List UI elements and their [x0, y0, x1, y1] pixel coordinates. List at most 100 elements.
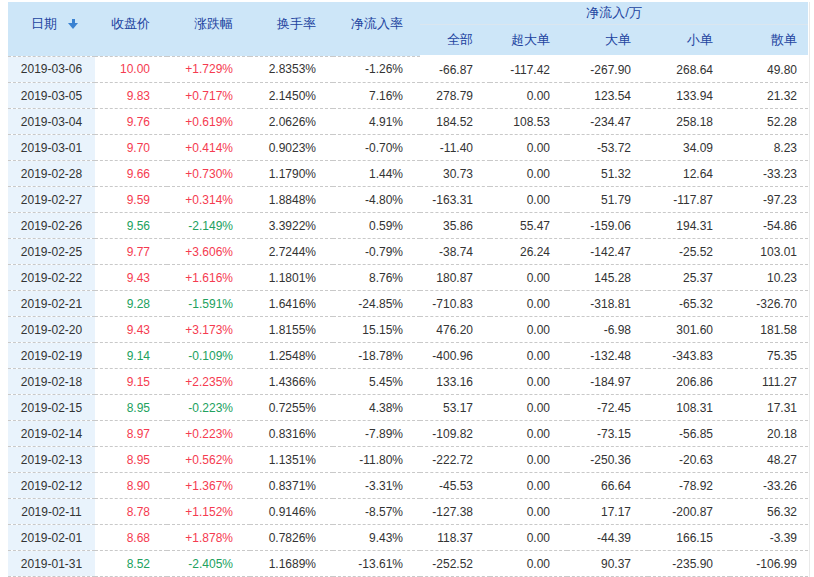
inflow-small-cell: 34.09 — [648, 135, 730, 161]
inflow-small-cell: -65.32 — [648, 291, 730, 317]
close-price-cell: 9.14 — [95, 343, 167, 369]
inflow-large-cell: -234.47 — [567, 109, 648, 135]
inflow-scatter-cell: 8.23 — [730, 135, 808, 161]
column-header-inflow-all: 全部 — [420, 25, 490, 57]
inflow-small-cell: -343.83 — [648, 343, 730, 369]
turnover-cell: 1.8155% — [250, 317, 333, 343]
table-row: 2019-02-28 9.66 +0.730% 1.1790% 1.44% 30… — [8, 161, 808, 187]
inflow-large-cell: -73.15 — [567, 421, 648, 447]
close-price-cell: 8.68 — [95, 525, 167, 551]
inflow-xlarge-cell: 0.00 — [490, 161, 567, 187]
inflow-xlarge-cell: 0.00 — [490, 135, 567, 161]
turnover-cell: 1.6416% — [250, 291, 333, 317]
column-header-inflow-small: 小单 — [648, 25, 730, 57]
inflow-all-cell: -163.31 — [420, 187, 490, 213]
turnover-cell: 1.1689% — [250, 551, 333, 577]
change-pct-cell: +0.730% — [167, 161, 250, 187]
table-row: 2019-02-18 9.15 +2.235% 1.4366% 5.45% 13… — [8, 369, 808, 395]
inflow-scatter-cell: 49.80 — [730, 56, 808, 83]
date-cell: 2019-03-06 — [8, 56, 95, 83]
change-pct-cell: +0.619% — [167, 109, 250, 135]
date-cell: 2019-02-13 — [8, 447, 95, 473]
inflow-large-cell: -132.48 — [567, 343, 648, 369]
change-pct-cell: +0.717% — [167, 83, 250, 109]
inflow-small-cell: -235.90 — [648, 551, 730, 577]
date-cell: 2019-02-22 — [8, 265, 95, 291]
table-row: 2019-02-11 8.78 +1.152% 0.9146% -8.57% -… — [8, 499, 808, 525]
inflow-xlarge-cell: 0.00 — [490, 187, 567, 213]
table-row: 2019-02-01 8.68 +1.878% 0.7826% 9.43% 11… — [8, 525, 808, 551]
inflow-all-cell: -38.74 — [420, 239, 490, 265]
turnover-cell: 1.8848% — [250, 187, 333, 213]
close-price-cell: 10.00 — [95, 56, 167, 83]
fund-flow-table: 日期 收盘价 涨跌幅 换手率 净流入率 净流入/万 全部 超大单 大单 小单 散… — [8, 2, 808, 577]
inflow-large-cell: 17.17 — [567, 499, 648, 525]
column-header-date[interactable]: 日期 — [8, 2, 95, 56]
turnover-cell: 1.1351% — [250, 447, 333, 473]
change-pct-cell: +0.223% — [167, 421, 250, 447]
inflow-rate-cell: 9.43% — [333, 525, 420, 551]
inflow-small-cell: -200.87 — [648, 499, 730, 525]
inflow-small-cell: 12.64 — [648, 161, 730, 187]
date-cell: 2019-02-21 — [8, 291, 95, 317]
inflow-xlarge-cell: 0.00 — [490, 395, 567, 421]
close-price-cell: 9.15 — [95, 369, 167, 395]
inflow-small-cell: -56.85 — [648, 421, 730, 447]
table-row: 2019-02-19 9.14 -0.109% 1.2548% -18.78% … — [8, 343, 808, 369]
change-pct-cell: +1.152% — [167, 499, 250, 525]
column-group-header-net-inflow: 净流入/万 — [420, 2, 808, 25]
date-cell: 2019-02-26 — [8, 213, 95, 239]
turnover-cell: 2.8353% — [250, 56, 333, 83]
table-header: 日期 收盘价 涨跌幅 换手率 净流入率 净流入/万 全部 超大单 大单 小单 散… — [8, 2, 808, 56]
table-body: 2019-03-06 10.00 +1.729% 2.8353% -1.26% … — [8, 56, 808, 577]
close-price-cell: 8.95 — [95, 395, 167, 421]
inflow-small-cell: 301.60 — [648, 317, 730, 343]
change-pct-cell: -2.405% — [167, 551, 250, 577]
inflow-rate-cell: -18.78% — [333, 343, 420, 369]
column-header-turnover: 换手率 — [250, 2, 333, 56]
inflow-all-cell: 278.79 — [420, 83, 490, 109]
column-header-change: 涨跌幅 — [167, 2, 250, 56]
turnover-cell: 1.1790% — [250, 161, 333, 187]
table-row: 2019-03-01 9.70 +0.414% 0.9023% -0.70% -… — [8, 135, 808, 161]
change-pct-cell: +3.173% — [167, 317, 250, 343]
change-pct-cell: -1.591% — [167, 291, 250, 317]
column-header-inflow-rate: 净流入率 — [333, 2, 420, 56]
date-cell: 2019-02-19 — [8, 343, 95, 369]
inflow-all-cell: -710.83 — [420, 291, 490, 317]
close-price-cell: 9.59 — [95, 187, 167, 213]
inflow-scatter-cell: 75.35 — [730, 343, 808, 369]
table-row: 2019-02-12 8.90 +1.367% 0.8371% -3.31% -… — [8, 473, 808, 499]
inflow-rate-cell: 5.45% — [333, 369, 420, 395]
inflow-xlarge-cell: 0.00 — [490, 421, 567, 447]
inflow-small-cell: 166.15 — [648, 525, 730, 551]
inflow-all-cell: -252.52 — [420, 551, 490, 577]
date-cell: 2019-02-18 — [8, 369, 95, 395]
inflow-xlarge-cell: 0.00 — [490, 343, 567, 369]
inflow-scatter-cell: -326.70 — [730, 291, 808, 317]
inflow-all-cell: -400.96 — [420, 343, 490, 369]
column-header-date-label: 日期 — [31, 15, 57, 33]
inflow-xlarge-cell: 0.00 — [490, 447, 567, 473]
close-price-cell: 9.70 — [95, 135, 167, 161]
date-cell: 2019-03-04 — [8, 109, 95, 135]
change-pct-cell: +1.878% — [167, 525, 250, 551]
inflow-large-cell: -6.98 — [567, 317, 648, 343]
table-row: 2019-02-25 9.77 +3.606% 2.7244% -0.79% -… — [8, 239, 808, 265]
inflow-small-cell: 194.31 — [648, 213, 730, 239]
column-header-close: 收盘价 — [95, 2, 167, 56]
inflow-xlarge-cell: 108.53 — [490, 109, 567, 135]
inflow-scatter-cell: 17.31 — [730, 395, 808, 421]
inflow-small-cell: -78.92 — [648, 473, 730, 499]
inflow-all-cell: -109.82 — [420, 421, 490, 447]
inflow-xlarge-cell: 0.00 — [490, 525, 567, 551]
inflow-large-cell: -267.90 — [567, 56, 648, 83]
table-row: 2019-03-04 9.76 +0.619% 2.0626% 4.91% 18… — [8, 109, 808, 135]
close-price-cell: 9.66 — [95, 161, 167, 187]
column-header-inflow-large: 大单 — [567, 25, 648, 57]
date-cell: 2019-01-31 — [8, 551, 95, 577]
table-row: 2019-02-21 9.28 -1.591% 1.6416% -24.85% … — [8, 291, 808, 317]
inflow-rate-cell: -0.70% — [333, 135, 420, 161]
turnover-cell: 2.1450% — [250, 83, 333, 109]
inflow-all-cell: -11.40 — [420, 135, 490, 161]
